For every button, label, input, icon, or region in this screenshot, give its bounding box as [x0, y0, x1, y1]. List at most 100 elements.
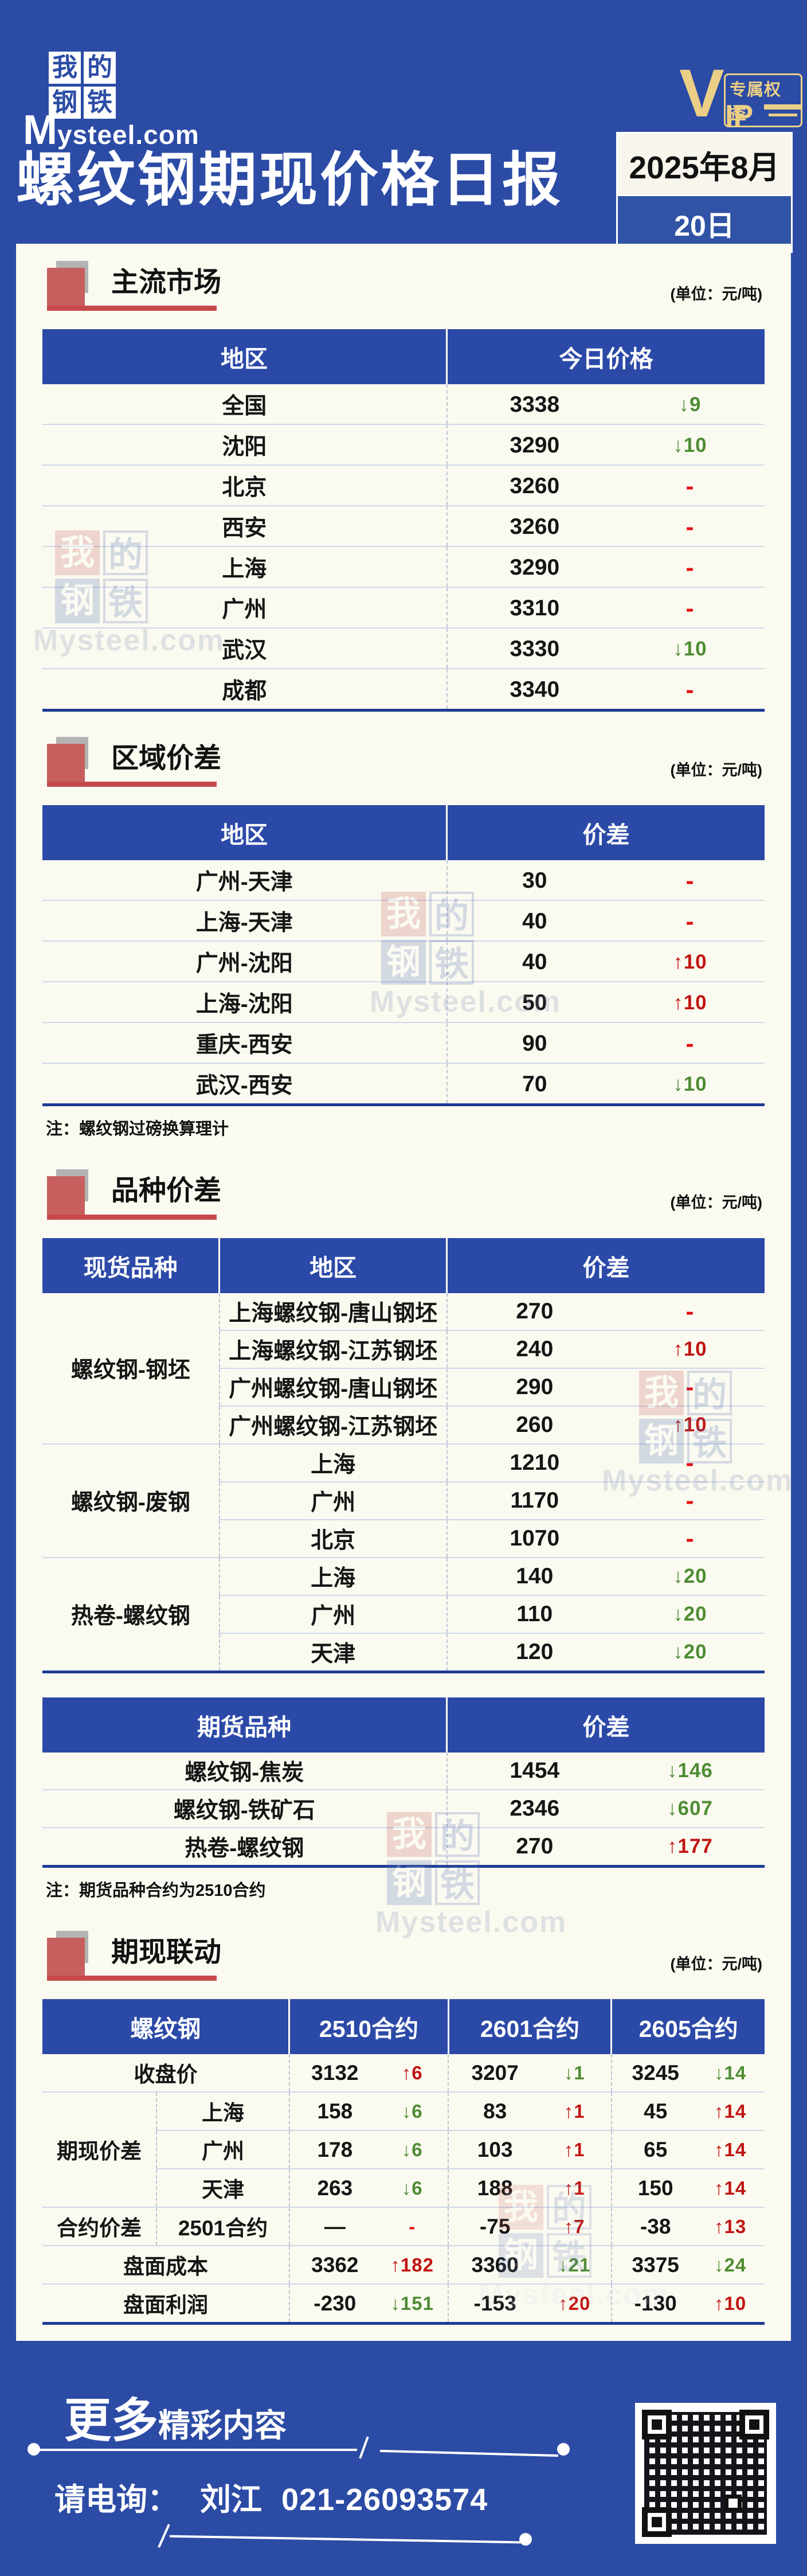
price-value: 40 [522, 908, 547, 934]
price-change: ↓10 [673, 434, 707, 456]
sub-label-cell: 天津 [156, 2168, 289, 2207]
unit-label: (单位：元/吨) [670, 1194, 762, 1212]
price-cell: -130 ↑10 [610, 2283, 765, 2324]
qr-code [635, 2402, 776, 2544]
price-value: 3310 [510, 595, 560, 620]
line-dot-icon [519, 2532, 532, 2546]
section-header-regional-spread: 区域价差 (单位：元/吨) [42, 737, 765, 787]
section-title: 主流市场 [111, 267, 222, 298]
price-cell: 3260- [446, 465, 765, 506]
table-row: 广州 3310- [42, 587, 765, 629]
price-cell: 40- [446, 900, 765, 942]
price-change: ↓607 [667, 1797, 713, 1820]
group-label-cell: 热卷-螺纹钢 [42, 1556, 220, 1672]
column-header: 现货品种 [42, 1238, 220, 1293]
table-row: 重庆-西安 90- [42, 1022, 765, 1064]
section-underline [47, 1214, 217, 1220]
price-cell: 3310- [446, 587, 765, 629]
region-cell: 广州-天津 [195, 869, 293, 895]
table-row: 螺纹钢-废钢 上海 1210- [42, 1443, 765, 1558]
table-row: 天津 120 ↓20 [42, 1632, 765, 1672]
price-cell: -153 ↑20 [448, 2283, 612, 2324]
section-bullet-icon [47, 1937, 85, 1977]
unit-label: (单位：元/吨) [670, 762, 762, 779]
table-row: 上海 3290- [42, 546, 765, 588]
price-cell: 70 ↓10 [446, 1063, 765, 1105]
price-cell: 3338 ↓9 [446, 384, 765, 425]
price-value: 150 [637, 2176, 673, 2200]
table-note: 注：螺纹钢过磅换算理计 [46, 1120, 229, 1139]
date-day: 20日 [618, 194, 791, 251]
price-change: ↑20 [558, 2293, 591, 2315]
section-title: 区域价差 [111, 743, 222, 774]
table-row: 广州螺纹钢-江苏钢坯 260 ↑10 [42, 1405, 765, 1444]
price-cell: 3290- [446, 546, 765, 588]
footer-divider-line [28, 2436, 570, 2459]
price-cell: 3340- [446, 668, 765, 711]
price-cell: 110 ↓20 [446, 1594, 765, 1633]
futures-spot-linkage-table: 螺纹钢 2510合约 2601合约 2605合约 收盘价 3132 ↑6 3207… [42, 1999, 765, 2325]
table-row: 期现价差 上海 158 ↓6 83 ↑1 45 ↑14 [42, 2091, 765, 2207]
table-header-row: 期货品种 价差 [42, 1697, 765, 1753]
price-cell: 2346 ↓607 [446, 1789, 765, 1828]
contact-label: 请电询： [54, 2482, 178, 2517]
column-header: 期货品种 [42, 1697, 447, 1753]
price-change: ↓10 [673, 1072, 707, 1095]
date-box: 2025年8月 20日 [616, 132, 793, 253]
section-header-variety-spread: 品种价差 (单位：元/吨) [42, 1169, 765, 1220]
price-cell: 270 ↑177 [446, 1826, 765, 1867]
content-card-wrap: 主流市场 (单位：元/吨) 地区 今日价格 全国 3338 ↓9 沈阳 3290 ↓10… [0, 244, 807, 2341]
logo-char: 铁 [84, 87, 116, 119]
price-cell: 3330 ↓10 [446, 627, 765, 669]
price-change: ↓1 [563, 2062, 585, 2084]
price-value: 45 [644, 2099, 668, 2124]
price-value: 3362 [311, 2253, 359, 2277]
price-value: 103 [477, 2138, 513, 2162]
table-row: 成都 3340- [42, 668, 765, 711]
section-bullet-icon [47, 1176, 85, 1216]
table-header-row: 地区 价差 [42, 805, 765, 861]
table-row: 北京 3260- [42, 465, 765, 506]
price-change: ↑177 [667, 1835, 713, 1858]
area-cell: 广州 [218, 1481, 447, 1520]
price-value: 3245 [632, 2061, 679, 2085]
price-cell: 178 ↓6 [288, 2129, 449, 2169]
column-header: 地区 [218, 1238, 447, 1293]
area-cell: 上海 [218, 1443, 447, 1482]
table-row: 上海-沈阳 50 ↑10 [42, 981, 765, 1023]
price-cell: 65 ↑14 [610, 2129, 765, 2169]
section-bullet-icon [47, 268, 85, 307]
vip-privilege-label: 专属权益 [724, 73, 802, 127]
price-change: ↑6 [401, 2062, 423, 2084]
column-header: 价差 [446, 1238, 765, 1293]
table-row: 沈阳 3290 ↓10 [42, 424, 765, 466]
content-card: 主流市场 (单位：元/吨) 地区 今日价格 全国 3338 ↓9 沈阳 3290 ↓10… [16, 244, 791, 2341]
price-cell: 3290 ↓10 [446, 424, 765, 466]
sub-label-cell: 上海 [156, 2091, 289, 2130]
price-cell: 270- [446, 1293, 765, 1330]
column-header: 螺纹钢 [42, 1999, 289, 2054]
price-value: 3338 [510, 392, 560, 417]
section-underline [47, 306, 217, 311]
price-value: 110 [516, 1602, 553, 1627]
price-value: -75 [479, 2215, 511, 2239]
price-value: 1210 [510, 1450, 560, 1476]
region-cell: 螺纹钢-焦炭 [185, 1760, 304, 1785]
region-cell: 全国 [222, 393, 267, 419]
price-change: ↓146 [667, 1759, 713, 1782]
table-row: 广州-沈阳 40 ↑10 [42, 940, 765, 982]
vip-ip-text: IP [725, 99, 754, 132]
price-cell: 103 ↑1 [448, 2129, 612, 2169]
report-header: 我 的 钢 铁 Mysteel.com V 专属权益 IP 2025年8月 20… [0, 0, 807, 253]
price-change: ↓6 [401, 2139, 423, 2161]
price-cell: 3360 ↓21 [448, 2245, 612, 2284]
futures-spread-table: 期货品种 价差 螺纹钢-焦炭 1454 ↓146 螺纹钢-铁矿石 2346 ↓607 热… [42, 1697, 765, 1868]
price-change: ↓21 [558, 2254, 591, 2276]
price-value: 70 [522, 1071, 547, 1096]
column-header: 价差 [446, 805, 765, 861]
price-cell: 1070- [446, 1519, 765, 1558]
price-cell: 3260- [446, 505, 765, 547]
price-change: ↑10 [673, 1414, 707, 1437]
table-row: 全国 3338 ↓9 [42, 384, 765, 425]
